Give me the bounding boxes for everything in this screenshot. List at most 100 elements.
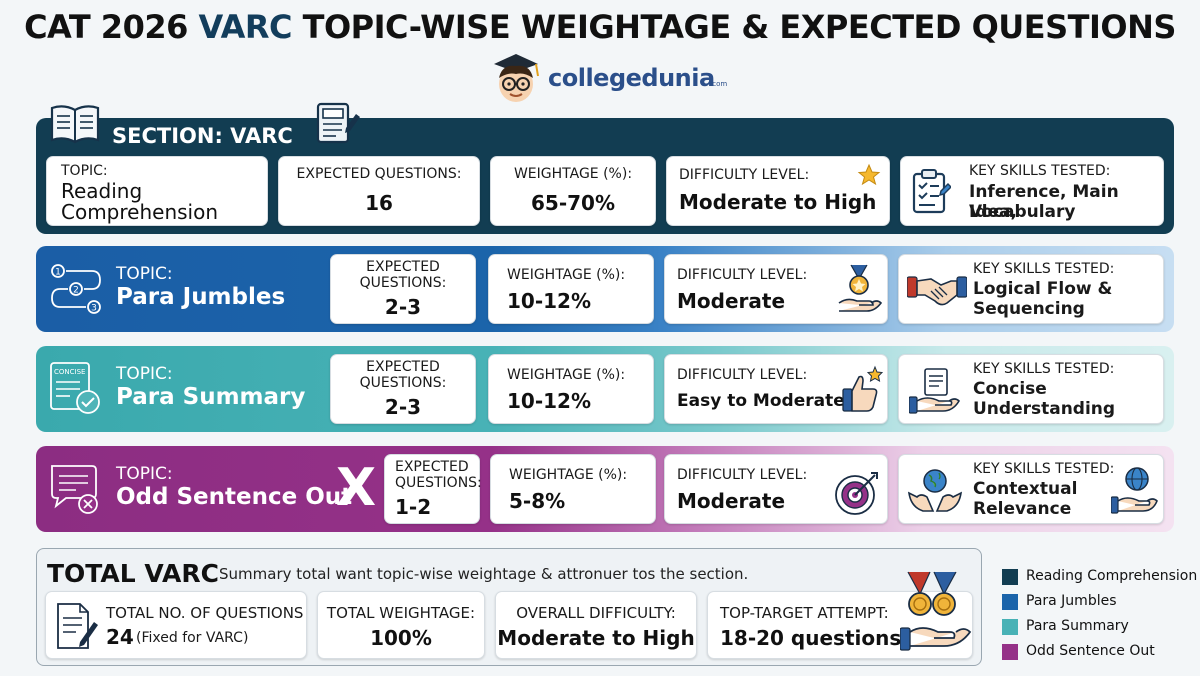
os-expected-card: EXPECTED QUESTIONS: 1-2 <box>384 454 482 524</box>
band-para-jumbles: 1 2 3 TOPIC: Para Jumbles EXPECTED QUEST… <box>36 246 1174 332</box>
legend-item-para-jumbles: Para Jumbles <box>1002 591 1198 616</box>
os-expected-value: 1-2 <box>395 495 432 519</box>
band-para-summary: CONCISE TOPIC: Para Summary EXPECTED QUE… <box>36 346 1174 432</box>
os-topic-name: Odd Sentence Out <box>116 484 353 510</box>
total-weightage-card: TOTAL WEIGHTAGE: 100% <box>317 591 485 659</box>
pj-topic-name: Para Jumbles <box>116 284 286 310</box>
medal-hand-icon <box>838 264 883 312</box>
pj-skills-label: KEY SKILLS TESTED: <box>973 261 1115 277</box>
total-attempt-value: 18-20 questions <box>720 626 902 650</box>
brand-logo: collegedunia .com <box>488 52 748 106</box>
rc-skills-label: KEY SKILLS TESTED: <box>969 163 1111 179</box>
pj-skills-line2: Sequencing <box>973 299 1085 319</box>
ps-difficulty-value: Easy to Moderate <box>677 391 845 411</box>
pj-skills-card: KEY SKILLS TESTED: Logical Flow & Sequen… <box>898 254 1164 324</box>
svg-text:3: 3 <box>91 304 97 314</box>
legend: Reading Comprehension Para Jumbles Para … <box>1002 566 1198 666</box>
legend-swatch <box>1002 619 1018 635</box>
os-skills-line2: Relevance <box>973 499 1072 519</box>
ps-expected-card: EXPECTED QUESTIONS: 2-3 <box>330 354 476 424</box>
section-label: SECTION: VARC <box>112 124 293 148</box>
os-skills-card: KEY SKILLS TESTED: Contextual Relevance <box>898 454 1164 524</box>
pj-weightage-label: WEIGHTAGE (%): <box>507 267 626 283</box>
ps-topic-label: TOPIC: <box>116 364 173 384</box>
legend-label: Reading Comprehension <box>1026 568 1198 584</box>
os-weightage-value: 5-8% <box>509 489 566 513</box>
notebook-pen-icon <box>316 102 360 144</box>
page-title: CAT 2026 VARC TOPIC-WISE WEIGHTAGE & EXP… <box>0 8 1200 46</box>
total-difficulty-value: Moderate to High <box>497 626 695 650</box>
legend-item-reading-comprehension: Reading Comprehension <box>1002 566 1198 591</box>
ps-difficulty-card: DIFFICULTY LEVEL: Easy to Moderate <box>664 354 888 424</box>
rc-skills-line1: Inference, Main Idea, <box>969 182 1119 222</box>
star-icon <box>857 163 881 186</box>
rc-expected-card: EXPECTED QUESTIONS: 16 <box>278 156 480 226</box>
ps-difficulty-label: DIFFICULTY LEVEL: <box>677 367 808 383</box>
rc-skills-line2: Vocabulary <box>969 202 1076 222</box>
os-skills-line1: Contextual <box>973 479 1078 499</box>
rc-expected-value: 16 <box>365 191 393 215</box>
total-weightage-value: 100% <box>370 626 432 650</box>
pj-weightage-card: WEIGHTAGE (%): 10-12% <box>488 254 654 324</box>
rc-topic-label: TOPIC: <box>61 163 108 179</box>
total-difficulty-card: OVERALL DIFFICULTY: Moderate to High <box>495 591 697 659</box>
rc-difficulty-value: Moderate to High <box>679 190 877 214</box>
ps-weightage-label: WEIGHTAGE (%): <box>507 367 626 383</box>
os-weightage-card: WEIGHTAGE (%): 5-8% <box>490 454 656 524</box>
os-topic-label: TOPIC: <box>116 464 173 484</box>
pj-expected-line1: EXPECTED <box>366 259 440 275</box>
os-difficulty-card: DIFFICULTY LEVEL: Moderate <box>664 454 888 524</box>
rc-weightage-value: 65-70% <box>530 191 615 215</box>
sequence-steps-icon: 1 2 3 <box>51 264 101 314</box>
band-odd-sentence-out: TOPIC: Odd Sentence Out X EXPECTED QUEST… <box>36 446 1174 532</box>
ps-expected-line1: EXPECTED <box>366 359 440 375</box>
os-difficulty-label: DIFFICULTY LEVEL: <box>677 467 808 483</box>
pj-weightage-value: 10-12% <box>507 289 592 313</box>
legend-swatch <box>1002 594 1018 610</box>
legend-item-para-summary: Para Summary <box>1002 616 1198 641</box>
title-accent: VARC <box>198 8 293 46</box>
ps-skills-card: KEY SKILLS TESTED: Concise Understanding <box>898 354 1164 424</box>
svg-text:2: 2 <box>73 286 79 296</box>
mascot-icon <box>494 54 539 102</box>
globe-hand-icon <box>1111 467 1158 514</box>
concise-icon-text: CONCISE <box>54 368 85 376</box>
rc-weightage-card: WEIGHTAGE (%): 65-70% <box>490 156 656 226</box>
odd-mark: X <box>336 458 377 518</box>
total-difficulty-label: OVERALL DIFFICULTY: <box>516 604 676 622</box>
pj-difficulty-label: DIFFICULTY LEVEL: <box>677 267 808 283</box>
pj-difficulty-card: DIFFICULTY LEVEL: Moderate <box>664 254 888 324</box>
document-pen-icon <box>57 603 98 649</box>
brand-tld: .com <box>710 80 728 88</box>
total-weightage-label: TOTAL WEIGHTAGE: <box>326 604 476 622</box>
os-expected-line2: QUESTIONS: <box>395 475 482 491</box>
os-skills-label: KEY SKILLS TESTED: <box>973 461 1115 477</box>
legend-label: Odd Sentence Out <box>1026 643 1155 659</box>
total-attempt-label: TOP-TARGET ATTEMPT: <box>720 604 889 622</box>
legend-swatch <box>1002 569 1018 585</box>
total-questions-note: (Fixed for VARC) <box>136 630 249 646</box>
rc-topic-card: TOPIC: Reading Comprehension <box>46 156 268 226</box>
clipboard-checklist-icon <box>912 169 951 214</box>
rc-topic-name-line2: Comprehension <box>61 200 219 224</box>
title-prefix: CAT 2026 <box>24 8 199 46</box>
os-difficulty-value: Moderate <box>677 489 786 513</box>
title-suffix: TOPIC-WISE WEIGHTAGE & EXPECTED QUESTION… <box>291 8 1177 46</box>
total-varc-box: TOTAL VARC Summary total want topic-wise… <box>36 548 982 666</box>
total-questions-label: TOTAL NO. OF QUESTIONS <box>106 604 304 622</box>
globe-hands-icon <box>907 469 963 512</box>
thumbs-up-icon <box>842 365 884 412</box>
odd-sentence-icon <box>51 465 98 514</box>
rc-difficulty-label: DIFFICULTY LEVEL: <box>679 167 810 183</box>
rc-topic-name-line1: Reading <box>61 179 143 203</box>
concise-document-icon: CONCISE <box>50 362 100 414</box>
document-hand-icon <box>909 368 961 414</box>
pj-topic-label: TOPIC: <box>116 264 173 284</box>
os-expected-line1: EXPECTED <box>395 459 469 475</box>
total-heading: TOTAL VARC <box>47 559 219 588</box>
pj-skills-line1: Logical Flow & <box>973 279 1113 299</box>
os-weightage-label: WEIGHTAGE (%): <box>509 467 628 483</box>
band-reading-comprehension: SECTION: VARC TOPIC: Reading Comprehensi… <box>36 118 1174 234</box>
legend-label: Para Summary <box>1026 618 1129 634</box>
ps-skills-line1: Concise <box>973 379 1047 399</box>
